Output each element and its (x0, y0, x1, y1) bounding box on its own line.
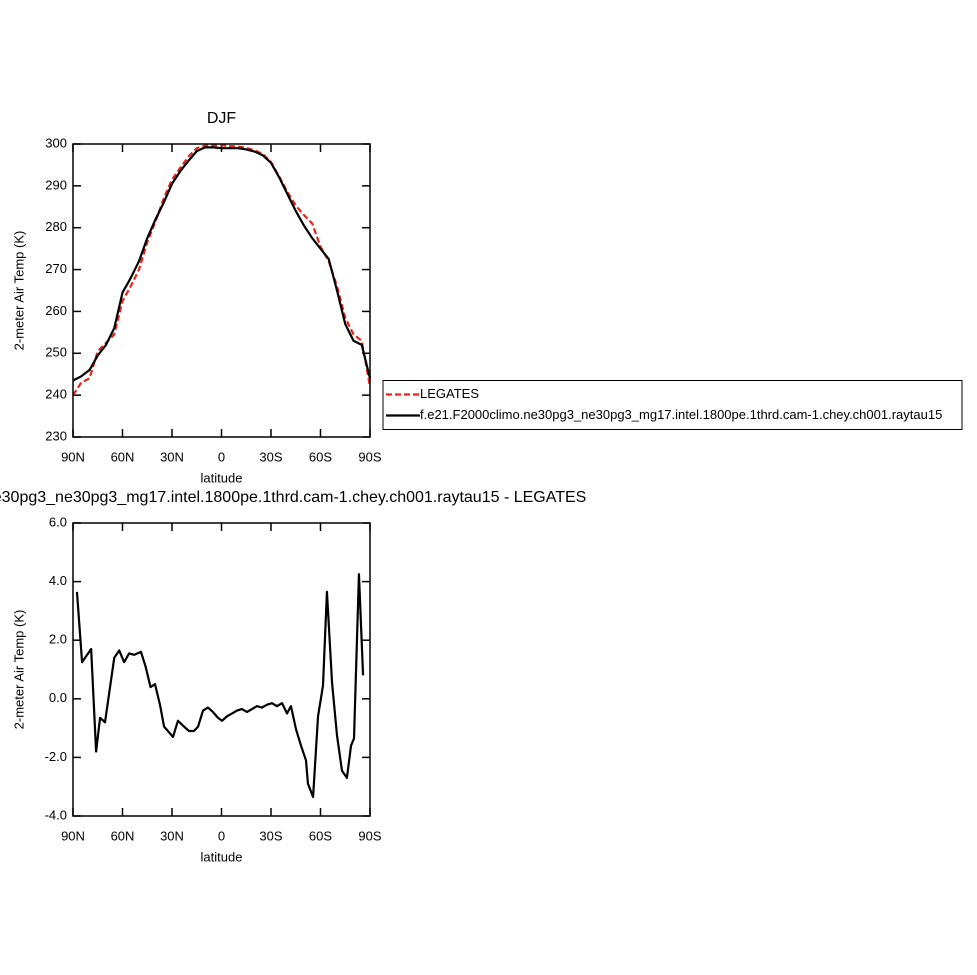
y-tick-label: -2.0 (45, 749, 67, 764)
x-tick-label: 30S (259, 449, 282, 464)
x-tick-label: 90N (61, 449, 85, 464)
chart-title: f.e21.F2000climo.ne30pg3_ne30pg3_mg17.in… (0, 489, 586, 506)
y-tick-label: 6.0 (49, 514, 67, 529)
y-tick-label: -4.0 (45, 807, 67, 822)
legend-box (382, 380, 963, 430)
legend-label: LEGATES (420, 386, 479, 401)
y-tick-label: 290 (45, 177, 67, 192)
x-tick-label: 90N (61, 828, 85, 843)
y-tick-label: 300 (45, 135, 67, 150)
data-line (72, 144, 372, 396)
y-tick-label: 240 (45, 387, 67, 402)
y-axis-label: 2-meter Air Temp (K) (11, 231, 26, 351)
x-tick-label: 90S (358, 828, 381, 843)
legend-label: f.e21.F2000climo.ne30pg3_ne30pg3_mg17.in… (420, 407, 942, 422)
data-line (72, 146, 372, 382)
y-tick-label: 4.0 (49, 573, 67, 588)
x-tick-label: 30N (160, 828, 184, 843)
x-tick-label: 60S (309, 449, 332, 464)
y-tick-label: 270 (45, 261, 67, 276)
y-tick-label: 250 (45, 345, 67, 360)
y-tick-label: 260 (45, 303, 67, 318)
x-tick-label: 30S (259, 828, 282, 843)
y-tick-label: 2.0 (49, 632, 67, 647)
x-tick-label: 0 (218, 828, 225, 843)
y-tick-label: 0.0 (49, 690, 67, 705)
y-tick-label: 280 (45, 219, 67, 234)
y-tick-label: 230 (45, 428, 67, 443)
x-tick-label: 0 (218, 449, 225, 464)
x-tick-label: 30N (160, 449, 184, 464)
plot-frame (72, 143, 371, 438)
y-axis-label: 2-meter Air Temp (K) (11, 610, 26, 730)
x-tick-label: 60N (111, 449, 135, 464)
x-tick-label: 60S (309, 828, 332, 843)
chart-title: DJF (207, 110, 237, 127)
plot-frame (72, 522, 371, 817)
data-line (75, 573, 365, 799)
x-tick-label: 60N (111, 828, 135, 843)
x-axis-label: latitude (201, 849, 243, 864)
x-axis-label: latitude (201, 470, 243, 485)
x-tick-label: 90S (358, 449, 381, 464)
